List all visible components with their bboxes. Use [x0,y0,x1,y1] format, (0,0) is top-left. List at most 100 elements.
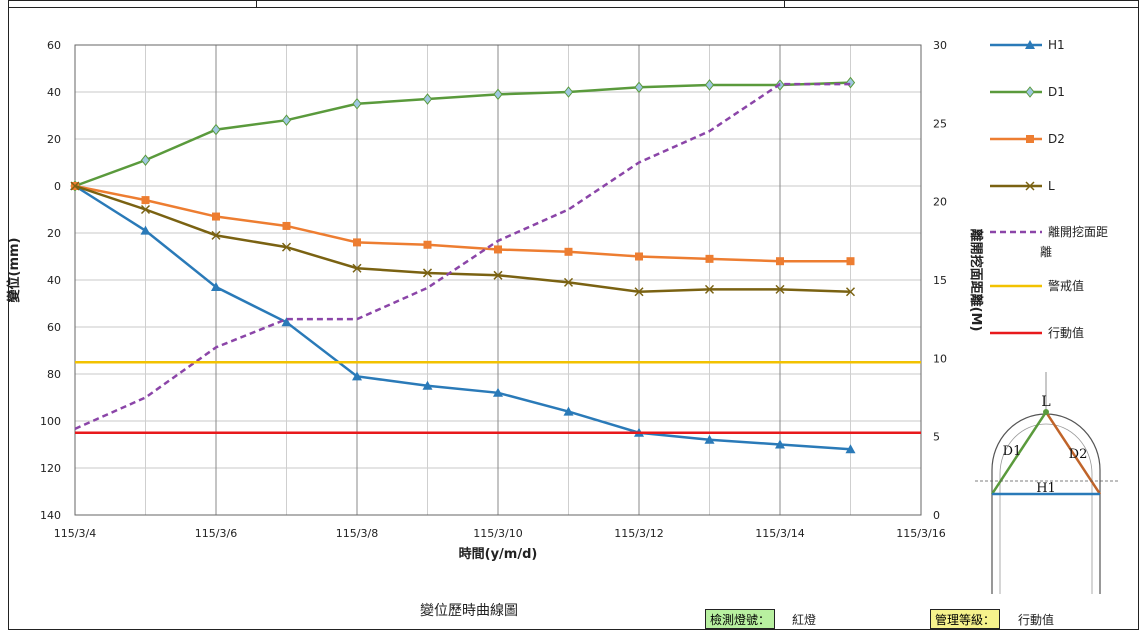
x-tick-label: 115/3/8 [336,527,378,540]
check-signal-value: 紅燈 [792,613,817,627]
management-level-tag: 管理等級： [930,609,1001,629]
x-tick-label: 115/3/12 [614,527,663,540]
legend-label: D2 [1048,132,1065,146]
chart-caption: 變位歷時曲線圖 [420,603,518,619]
tunnel-inner-outline [999,423,1093,594]
legend-label: L [1048,179,1055,193]
y-right-tick-label: 25 [933,117,947,130]
data-point [635,252,643,261]
data-point [352,263,362,273]
legend-label: D1 [1048,85,1065,99]
y-left-tick-label: 80 [47,368,61,381]
data-point [352,97,362,110]
x-tick-label: 115/3/4 [54,527,96,540]
data-point [634,287,644,297]
legend-label: 離 [1040,245,1052,259]
legend-label: H1 [1048,38,1065,52]
plot-border [74,44,922,516]
data-point [353,238,361,247]
y-left-tick-label: 120 [40,462,61,475]
data-point [493,387,503,397]
tunnel-point-top [1043,409,1049,415]
x-tick-label: 115/3/10 [473,527,522,540]
y-left-tick-label: 20 [47,133,61,146]
data-point [775,284,785,294]
y-left-axis-label: 變位(mm) [6,238,22,303]
y-left-tick-label: 40 [47,86,61,99]
data-point [211,282,221,292]
data-point [70,181,80,191]
data-point [845,76,856,89]
legend-label: 行動值 [1048,325,1084,340]
data-point [422,93,433,105]
y-right-tick-label: 10 [933,352,947,365]
data-point [281,317,292,327]
legend-label: 離開挖面距 [1048,224,1108,239]
x-tick-label: 115/3/16 [896,527,945,540]
data-point [140,204,151,215]
diagram-label-h1: H1 [1036,481,1056,496]
management-level-value: 行動值 [1018,613,1055,627]
data-point [140,154,151,166]
series-line [74,82,851,430]
data-point [845,287,856,297]
data-point [140,225,151,235]
report-frame [8,0,1139,630]
x-axis-label: 時間(y/m/d) [459,546,538,562]
x-tick-label: 115/3/14 [755,527,804,540]
tunnel-chord-d2 [1044,411,1102,495]
data-point [281,114,292,127]
data-point [493,270,503,280]
data-point [564,247,573,256]
data-point [422,268,433,278]
data-point [352,371,362,381]
data-point [282,221,291,230]
data-point [634,81,644,94]
data-point [704,434,715,444]
data-point [776,257,784,266]
data-point [423,240,432,249]
data-point [281,242,292,252]
diagram-label-d2: D2 [1069,447,1088,462]
data-point [705,254,714,263]
data-point [1026,135,1034,143]
data-point [493,88,503,101]
data-point [775,439,785,449]
data-point [1025,86,1035,98]
y-left-tick-label: 100 [40,415,61,428]
tunnel-outline [991,413,1101,594]
y-right-tick-label: 20 [933,196,947,209]
data-point [563,86,574,98]
data-point [141,196,150,205]
diagram-label-l: L [1041,394,1050,410]
data-point [704,284,715,294]
data-point [845,444,856,454]
data-point [1025,181,1035,191]
diagram-label-d1: D1 [1003,444,1022,459]
data-point [211,123,221,136]
y-left-tick-label: 40 [47,274,61,287]
y-left-tick-label: 60 [47,39,61,52]
data-point [1025,40,1035,49]
y-left-tick-label: 0 [54,180,61,193]
header-strip [8,0,1139,8]
data-point [846,257,855,266]
legend-label: 警戒值 [1048,278,1084,293]
y-right-tick-label: 15 [933,274,947,287]
y-left-tick-label: 20 [47,227,61,240]
y-right-tick-label: 0 [933,509,940,522]
data-point [422,380,433,390]
tunnel-chord-d1 [990,411,1048,495]
data-point [704,79,715,91]
check-signal-tag: 檢測燈號： [705,609,776,629]
series-line [74,81,851,188]
data-point [563,406,574,416]
series-line [74,184,851,451]
y-right-tick-label: 30 [933,39,947,52]
data-point [211,230,221,240]
x-tick-label: 115/3/6 [195,527,237,540]
series-line [74,184,851,263]
series-line [74,184,851,294]
y-right-tick-label: 5 [933,431,940,444]
